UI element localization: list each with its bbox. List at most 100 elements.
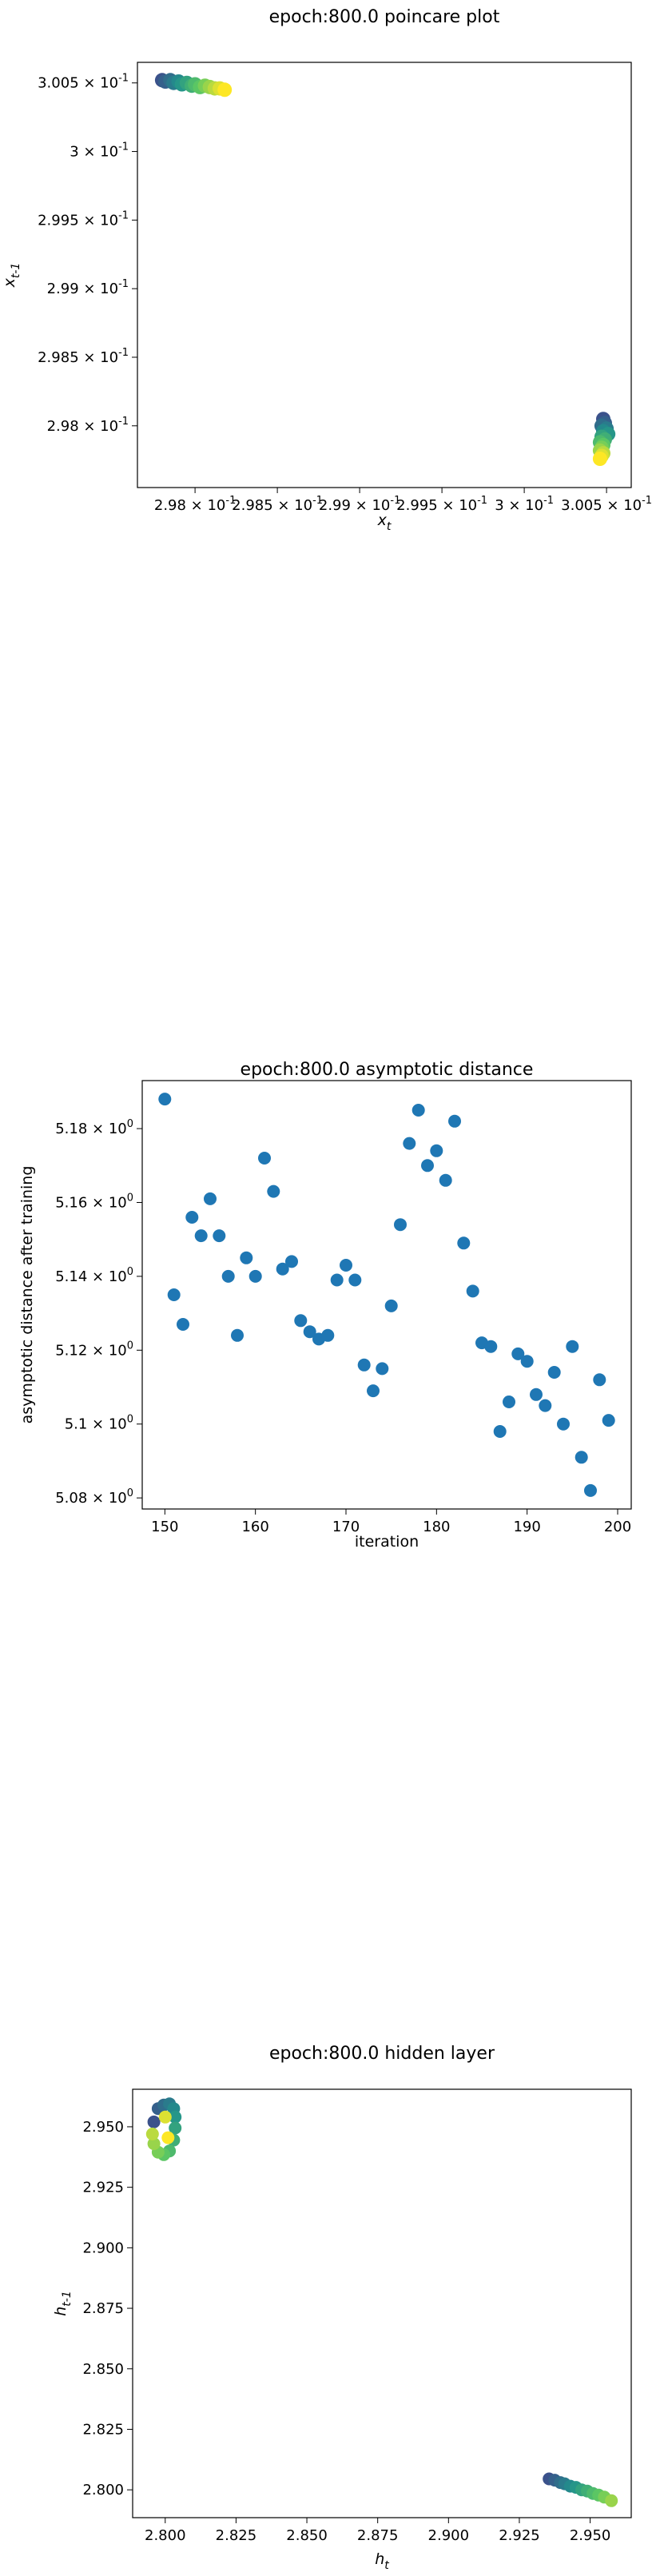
y-tick-label: 2.950 — [82, 2119, 124, 2136]
chart-2: epoch:800.0 asymptotic distance 150 160 170… — [18, 1060, 632, 1551]
y-tick-label: 2.995 × 10-1 — [38, 209, 129, 229]
chart-title: epoch:800.0 poincare plot — [269, 7, 500, 27]
x-tick-label: 2.825 — [216, 2527, 257, 2544]
data-point — [547, 1366, 561, 1379]
x-tick-label: 2.850 — [286, 2527, 328, 2544]
data-point — [367, 1384, 380, 1398]
data-point — [276, 1262, 289, 1276]
x-tick-label: 2.950 — [570, 2527, 611, 2544]
data-point — [493, 1425, 507, 1438]
data-point — [303, 1325, 316, 1339]
data-point — [602, 1414, 615, 1427]
data-point — [330, 1273, 344, 1287]
x-tick-label: 2.875 — [357, 2527, 399, 2544]
data-point — [167, 1288, 181, 1301]
data-point — [384, 1299, 398, 1312]
chart-3: epoch:800.0 hidden layer 2.800 2.825 2.850 2… — [52, 2044, 632, 2572]
x-tick-label: 2.995 × 10-1 — [396, 495, 487, 514]
y-tick-label: 2.850 — [82, 2361, 124, 2378]
x-tick-label: 150 — [151, 1519, 178, 1535]
y-tick-label: 3 × 10-1 — [70, 141, 129, 161]
x-tick-label: 3.005 × 10-1 — [561, 495, 652, 514]
data-point — [421, 1159, 434, 1173]
data-point — [221, 1269, 235, 1283]
data-point — [430, 1144, 443, 1157]
data-point — [575, 1451, 588, 1464]
data-point — [340, 1259, 352, 1272]
data-point — [503, 1395, 515, 1408]
data-point — [145, 2128, 159, 2140]
data-point — [147, 2137, 161, 2151]
data-point — [539, 1399, 552, 1412]
data-point — [530, 1388, 543, 1401]
data-point — [466, 1284, 479, 1298]
data-point — [511, 1347, 525, 1360]
data-point — [520, 1355, 534, 1368]
x-tick-label: 2.800 — [145, 2527, 186, 2544]
data-point — [321, 1328, 335, 1342]
x-tick-label: 3 × 10-1 — [495, 495, 554, 514]
data-point — [258, 1152, 271, 1165]
x-axis-label: ht — [375, 2550, 389, 2572]
y-tick-label: 5.16 × 100 — [55, 1192, 133, 1211]
x-tick-label: 2.985 × 10-1 — [232, 495, 323, 514]
x-axis-label: xt — [377, 512, 392, 533]
y-tick-label: 2.985 × 10-1 — [38, 347, 129, 366]
data-point — [169, 2121, 182, 2135]
data-point — [457, 1236, 471, 1250]
data-point — [194, 1229, 208, 1243]
data-point — [147, 2115, 161, 2128]
x-tick-label: 2.925 — [499, 2527, 540, 2544]
chart-title: epoch:800.0 hidden layer — [269, 2044, 495, 2064]
x-tick-label: 2.900 — [428, 2527, 470, 2544]
data-point — [204, 1192, 217, 1205]
data-point — [169, 2110, 182, 2124]
data-point — [294, 1314, 308, 1328]
y-tick-label: 3.005 × 10-1 — [38, 73, 129, 92]
y-tick-label: 2.925 — [82, 2180, 124, 2196]
y-tick-label: 2.875 — [82, 2300, 124, 2317]
data-point — [213, 1229, 226, 1243]
y-tick-label: 2.900 — [82, 2240, 124, 2256]
x-tick-label: 200 — [604, 1519, 631, 1535]
data-point — [593, 1373, 606, 1387]
x-axis-label: iteration — [355, 1533, 419, 1551]
data-point — [439, 1173, 452, 1187]
y-tick-label: 5.18 × 100 — [55, 1118, 133, 1137]
plot-frame — [137, 62, 632, 488]
data-point — [217, 82, 233, 98]
data-point — [584, 1483, 597, 1497]
y-tick-label: 5.12 × 100 — [55, 1340, 133, 1359]
data-point — [285, 1255, 298, 1268]
x-tick-label: 180 — [423, 1519, 450, 1535]
data-point — [357, 1358, 371, 1372]
data-point — [158, 1093, 172, 1106]
data-point — [376, 1362, 389, 1376]
data-point — [348, 1273, 362, 1287]
y-axis-label: asymptotic distance after training — [18, 1166, 36, 1424]
y-tick-label: 5.08 × 100 — [55, 1487, 133, 1507]
data-point — [177, 1318, 189, 1331]
data-point — [412, 1104, 425, 1117]
x-tick-label: 160 — [241, 1519, 268, 1535]
y-tick-label: 2.98 × 10-1 — [47, 416, 129, 435]
y-tick-label: 2.825 — [82, 2421, 124, 2438]
plot-frame — [132, 2088, 632, 2518]
x-tick-label: 190 — [513, 1519, 540, 1535]
chart-title: epoch:800.0 asymptotic distance — [241, 1060, 534, 1080]
x-tick-label: 170 — [332, 1519, 360, 1535]
x-tick-label: 2.98 × 10-1 — [154, 495, 236, 514]
data-point — [592, 452, 607, 466]
data-point — [557, 1417, 570, 1431]
data-point — [566, 1340, 579, 1353]
data-point — [448, 1114, 461, 1128]
data-point — [267, 1184, 280, 1198]
y-tick-label: 5.14 × 100 — [55, 1266, 133, 1285]
data-point — [403, 1137, 416, 1150]
data-point — [605, 2494, 618, 2507]
plot-frame — [141, 1080, 632, 1510]
data-point — [484, 1340, 498, 1353]
data-point — [161, 2131, 175, 2144]
data-point — [158, 2110, 172, 2124]
